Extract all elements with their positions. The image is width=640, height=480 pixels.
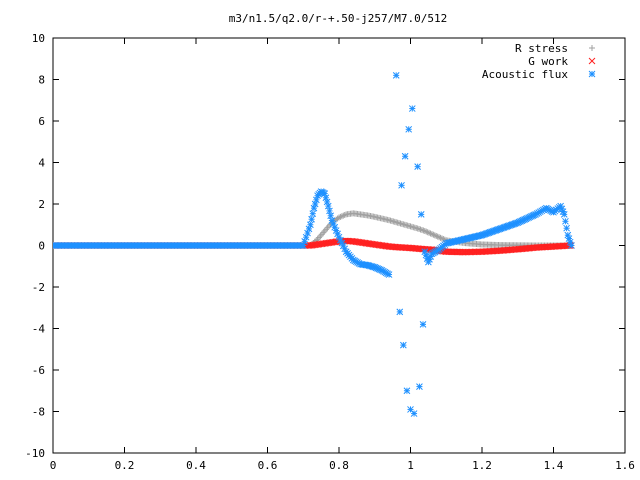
data-point bbox=[421, 227, 428, 234]
data-point bbox=[392, 71, 400, 79]
data-point bbox=[324, 202, 332, 210]
data-point bbox=[562, 217, 569, 225]
data-point bbox=[423, 228, 430, 235]
data-point bbox=[557, 202, 565, 210]
y-tick-label: 0 bbox=[38, 240, 45, 253]
data-point bbox=[302, 233, 310, 241]
data-point bbox=[403, 387, 411, 395]
series-2 bbox=[53, 71, 575, 417]
y-axis: 10 8 6 4 2 0 -2 -4 -6 -8 -10 bbox=[25, 32, 625, 460]
data-point bbox=[338, 213, 345, 220]
data-point bbox=[331, 223, 339, 231]
x-tick-label: 0.8 bbox=[329, 459, 349, 472]
data-point bbox=[438, 235, 445, 242]
data-point bbox=[322, 194, 330, 202]
data-point bbox=[396, 308, 404, 316]
y-tick-label: 10 bbox=[32, 32, 45, 45]
data-point bbox=[305, 225, 313, 233]
y-tick-label: 8 bbox=[38, 74, 45, 87]
data-point bbox=[321, 190, 329, 197]
data-point bbox=[428, 231, 435, 238]
legend-marker bbox=[589, 45, 595, 51]
data-point bbox=[405, 125, 413, 133]
x-tick-label: 1.4 bbox=[544, 459, 564, 472]
data-point bbox=[427, 230, 434, 237]
data-point bbox=[437, 234, 444, 241]
data-point bbox=[408, 105, 416, 112]
data-point bbox=[310, 204, 318, 212]
data-point bbox=[311, 200, 319, 208]
data-point bbox=[329, 220, 337, 228]
data-point bbox=[398, 181, 405, 189]
data-point bbox=[433, 232, 440, 239]
x-axis: 0 0.2 0.4 0.6 0.8 1 1.2 1.4 1.6 bbox=[50, 38, 635, 472]
data-point bbox=[309, 210, 317, 218]
data-point bbox=[299, 242, 307, 249]
series-layer bbox=[53, 71, 575, 417]
data-point bbox=[414, 163, 422, 171]
data-point bbox=[304, 229, 311, 237]
data-point bbox=[434, 233, 441, 240]
data-point bbox=[327, 212, 335, 220]
data-point bbox=[340, 212, 347, 219]
data-point bbox=[307, 221, 314, 229]
data-point bbox=[301, 237, 309, 245]
data-point bbox=[431, 232, 438, 239]
y-tick-label: -8 bbox=[32, 406, 45, 419]
x-tick-label: 1.6 bbox=[615, 459, 635, 472]
data-point bbox=[385, 271, 393, 278]
legend-label: G work bbox=[528, 55, 568, 68]
y-tick-label: 2 bbox=[38, 198, 45, 211]
y-tick-label: -6 bbox=[32, 364, 45, 377]
y-tick-label: -10 bbox=[25, 447, 45, 460]
legend-label: Acoustic flux bbox=[482, 68, 568, 81]
y-tick-label: -2 bbox=[32, 281, 45, 294]
x-tick-label: 0 bbox=[50, 459, 57, 472]
legend-marker bbox=[588, 57, 596, 65]
data-point bbox=[323, 198, 331, 206]
y-tick-label: 6 bbox=[38, 115, 45, 128]
chart-title: m3/n1.5/q2.0/r-+.50-j257/M7.0/512 bbox=[229, 12, 448, 25]
data-point bbox=[410, 410, 418, 417]
data-point bbox=[419, 320, 427, 328]
data-point bbox=[328, 217, 336, 224]
y-tick-label: -4 bbox=[32, 323, 46, 336]
data-point bbox=[313, 196, 320, 204]
data-point bbox=[337, 213, 344, 220]
data-point bbox=[401, 152, 409, 160]
data-point bbox=[424, 229, 431, 236]
y-tick-label: 4 bbox=[38, 157, 45, 170]
data-point bbox=[416, 383, 423, 390]
data-point bbox=[336, 214, 342, 221]
data-point bbox=[426, 229, 433, 236]
data-point bbox=[341, 211, 348, 218]
data-point bbox=[568, 242, 575, 249]
x-tick-label: 1 bbox=[407, 459, 414, 472]
legend-marker bbox=[588, 70, 596, 78]
data-point bbox=[308, 215, 315, 223]
data-point bbox=[430, 231, 437, 238]
legend-label: R stress bbox=[515, 42, 568, 55]
data-point bbox=[560, 211, 568, 218]
data-point bbox=[518, 217, 526, 225]
x-tick-label: 0.2 bbox=[115, 459, 135, 472]
data-point bbox=[436, 234, 443, 241]
x-tick-label: 0.6 bbox=[258, 459, 278, 472]
data-point bbox=[563, 224, 570, 232]
data-point bbox=[326, 207, 333, 215]
data-point bbox=[417, 211, 425, 218]
data-point bbox=[399, 341, 407, 349]
x-tick-label: 1.2 bbox=[472, 459, 492, 472]
x-tick-label: 0.4 bbox=[186, 459, 206, 472]
